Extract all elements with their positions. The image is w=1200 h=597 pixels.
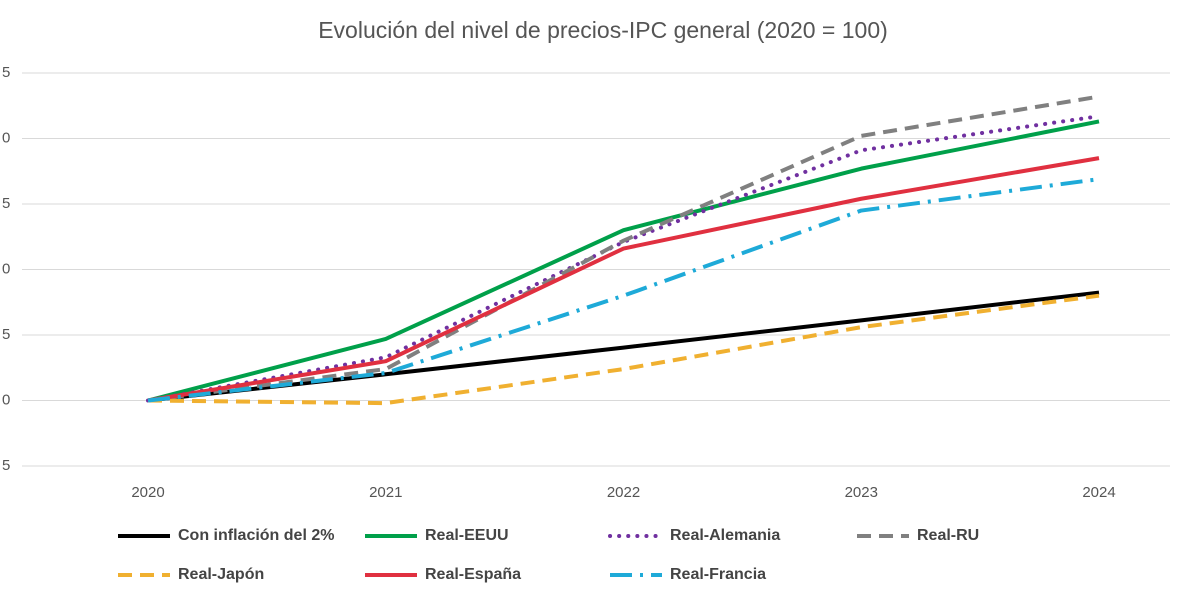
x-tick-label: 2022 [607, 484, 640, 501]
x-tick-label: 2021 [369, 484, 402, 501]
x-tick-label: 2020 [131, 484, 164, 501]
series-line [147, 119, 1100, 403]
x-tick-label: 2024 [1082, 484, 1115, 501]
y-tick-label: 0 [2, 129, 10, 146]
y-tick-label: 0 [2, 391, 10, 408]
series-line [147, 156, 1100, 403]
legend-label: Real-Japón [178, 566, 264, 583]
legend-label: Real-España [425, 566, 521, 583]
y-tick-label: 0 [2, 260, 10, 277]
x-tick-label: 2023 [845, 484, 878, 501]
legend-label: Real-Francia [670, 566, 766, 583]
series-line [146, 114, 1101, 403]
legend-label: Real-RU [917, 527, 979, 544]
y-tick-label: 5 [2, 195, 10, 212]
legend-label: Real-EEUU [425, 527, 509, 544]
series-line [147, 290, 1100, 403]
y-tick-label: 5 [2, 326, 10, 343]
series-line [147, 94, 1100, 403]
chart-title: Evolución del nivel de precios-IPC gener… [318, 17, 888, 43]
legend-label: Real-Alemania [670, 527, 780, 544]
y-tick-label: 5 [2, 457, 10, 474]
y-tick-label: 5 [2, 64, 10, 81]
legend-label: Con inflación del 2% [178, 527, 334, 544]
series-line [147, 293, 1100, 406]
series-line [147, 177, 1100, 403]
